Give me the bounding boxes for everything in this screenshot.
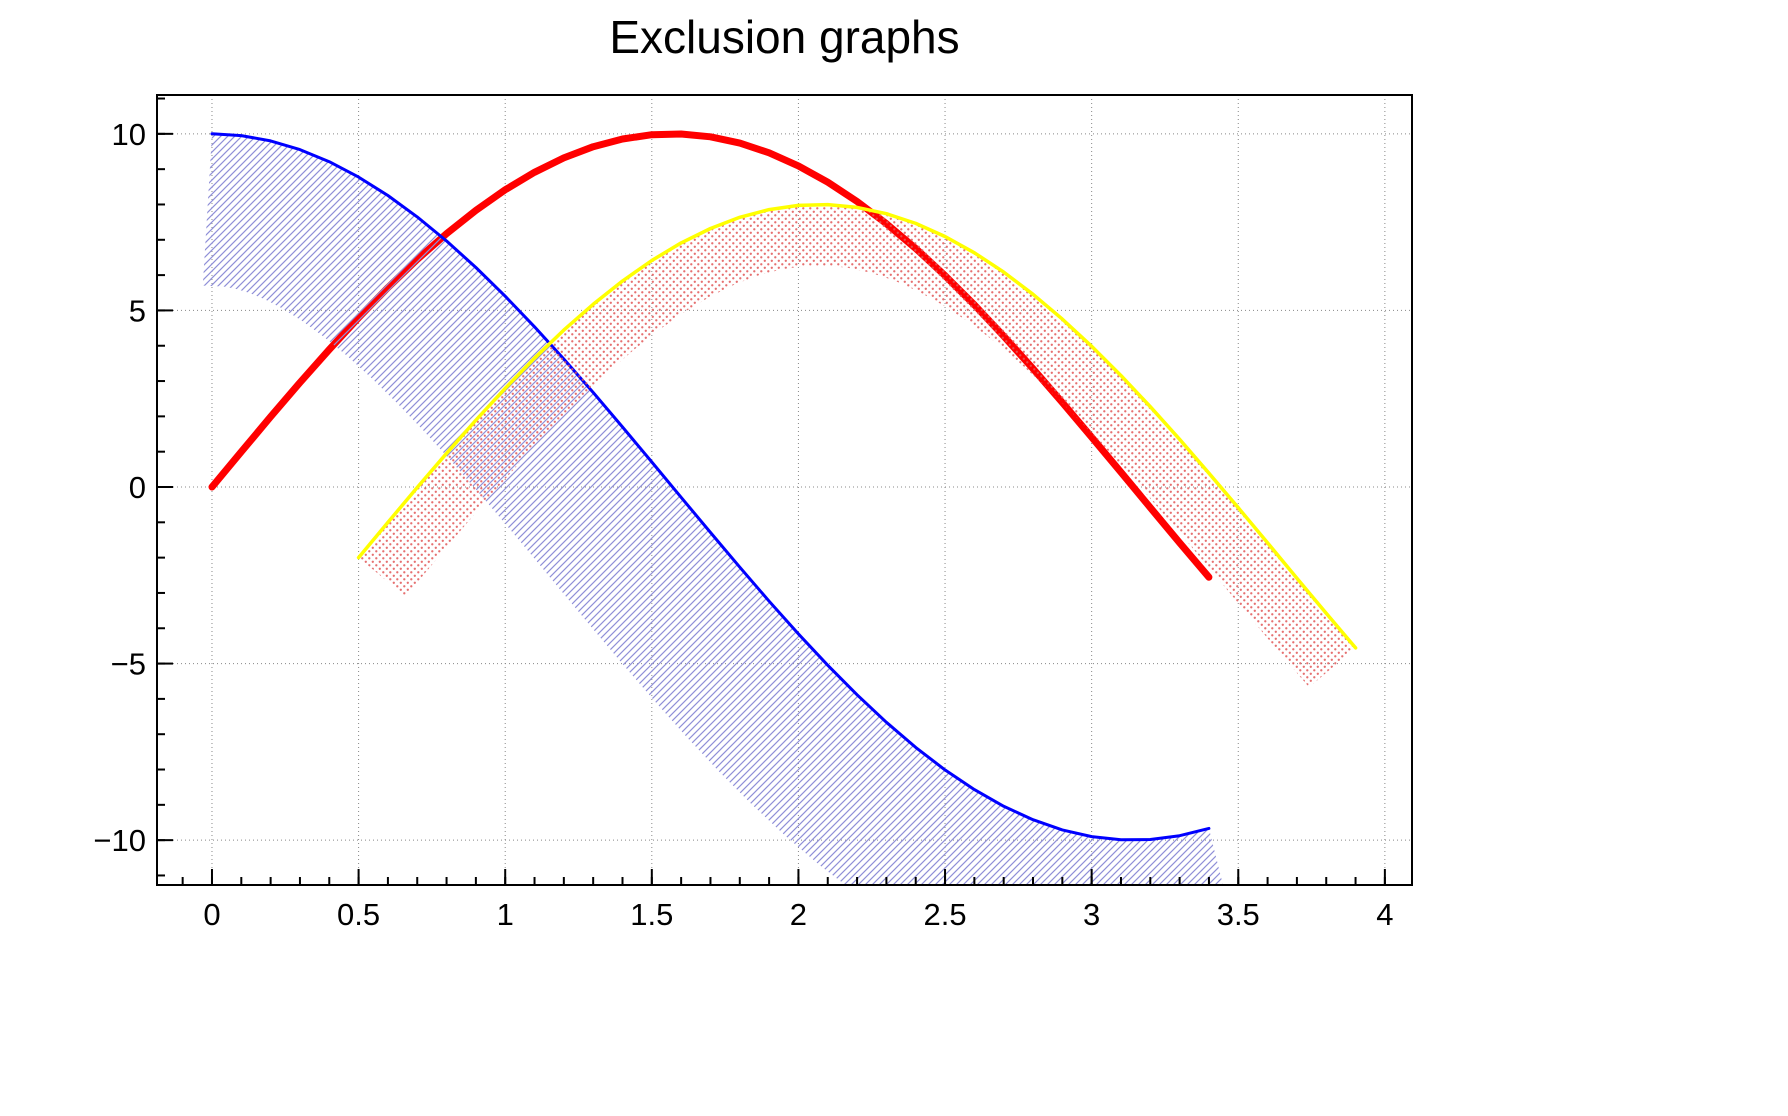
chart-title: Exclusion graphs <box>609 11 960 63</box>
series-line-blue <box>210 132 1211 842</box>
series-layer <box>202 130 1358 885</box>
tick-label-layer: 0 0.5 1 1.5 2 2.5 3 3.5 4 −10 −5 0 5 10 <box>93 117 1393 932</box>
x-tick-label: 1.5 <box>630 897 673 932</box>
x-tick-label: 3.5 <box>1217 897 1260 932</box>
x-tick-label: 2.5 <box>923 897 966 932</box>
y-tick-label: 0 <box>129 470 146 505</box>
y-tick-label: −10 <box>93 823 146 858</box>
y-tick-label: 10 <box>112 117 146 152</box>
x-tick-label: 2 <box>790 897 807 932</box>
x-tick-label: 3 <box>1083 897 1100 932</box>
exclusion-band-yellow <box>358 204 1356 688</box>
series-line-yellow <box>356 202 1358 650</box>
plot-frame <box>156 94 1413 886</box>
x-tick-label: 0 <box>203 897 220 932</box>
tick-layer <box>157 97 1386 885</box>
x-tick-label: 1 <box>497 897 514 932</box>
x-tick-label: 4 <box>1376 897 1393 932</box>
y-tick-label: −5 <box>111 647 146 682</box>
y-tick-label: 5 <box>129 293 146 328</box>
x-tick-label: 0.5 <box>337 897 380 932</box>
exclusion-band-blue <box>202 133 1224 885</box>
